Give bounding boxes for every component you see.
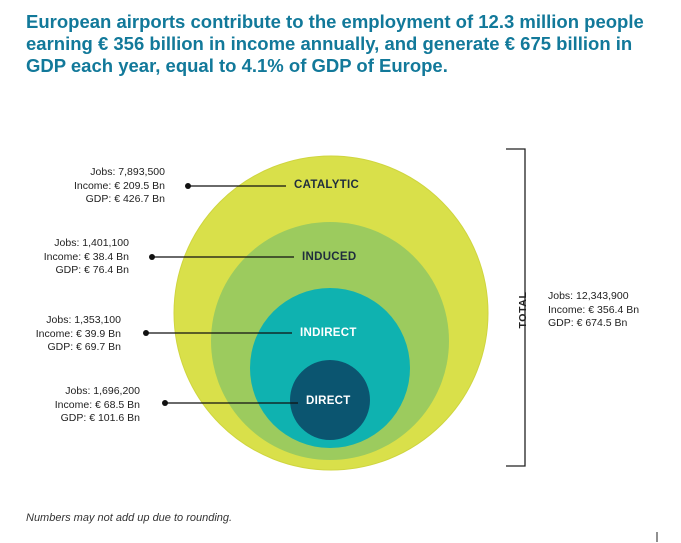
headline-line-1: European airports contribute to the empl… [26, 11, 644, 32]
leader-indirect [143, 330, 292, 336]
total-label: TOTAL [517, 291, 529, 329]
total-income: Income: € 356.4 Bn [548, 303, 640, 316]
headline-line-2: earning € 356 billion in income annually… [26, 33, 633, 54]
label-direct: DIRECT [306, 395, 351, 407]
induced-jobs: Jobs: 1,401,100 [54, 237, 129, 249]
indirect-jobs: Jobs: 1,353,100 [46, 314, 121, 326]
stat-indirect: Jobs: 1,353,100 Income: € 39.9 Bn GDP: €… [36, 314, 121, 355]
indirect-gdp: GDP: € 69.7 Bn [47, 341, 121, 353]
label-indirect: INDIRECT [300, 327, 357, 339]
label-induced: INDUCED [302, 251, 357, 263]
headline: European airports contribute to the empl… [26, 11, 666, 77]
headline-line-3: GDP each year, equal to 4.1% of GDP of E… [26, 55, 448, 76]
footnote: Numbers may not add up due to rounding. [26, 512, 233, 524]
stat-direct: Jobs: 1,696,200 Income: € 68.5 Bn GDP: €… [55, 385, 140, 426]
leader-induced [149, 254, 294, 260]
catalytic-income: Income: € 209.5 Bn [73, 179, 165, 192]
total-bracket [506, 148, 526, 467]
catalytic-gdp: GDP: € 426.7 Bn [85, 193, 165, 205]
stat-induced: Jobs: 1,401,100 Income: € 38.4 Bn GDP: €… [44, 237, 129, 278]
label-catalytic: CATALYTIC [294, 179, 360, 191]
direct-income: Income: € 68.5 Bn [54, 398, 140, 411]
catalytic-jobs: Jobs: 7,893,500 [90, 166, 165, 178]
total-gdp: GDP: € 674.5 Bn [548, 317, 628, 329]
circle-direct [290, 360, 370, 440]
induced-gdp: GDP: € 76.4 Bn [55, 264, 129, 276]
direct-gdp: GDP: € 101.6 Bn [60, 412, 140, 424]
leader-direct [162, 400, 298, 406]
indirect-income: Income: € 39.9 Bn [35, 327, 121, 340]
stat-catalytic: Jobs: 7,893,500 Income: € 209.5 Bn GDP: … [74, 166, 165, 207]
stat-total: Jobs: 12,343,900 Income: € 356.4 Bn GDP:… [548, 290, 639, 331]
induced-income: Income: € 38.4 Bn [43, 250, 129, 263]
leader-catalytic [185, 183, 286, 189]
direct-jobs: Jobs: 1,696,200 [65, 385, 140, 397]
total-jobs: Jobs: 12,343,900 [548, 290, 629, 302]
